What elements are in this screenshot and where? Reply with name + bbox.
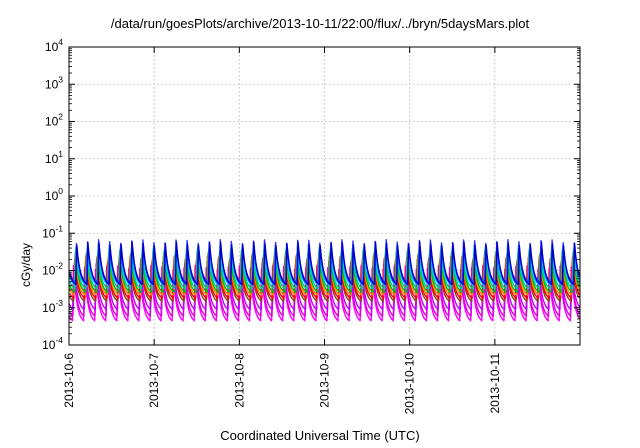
y-tick-base: 10	[42, 226, 56, 240]
y-tick-exponent: -4	[55, 335, 63, 345]
y-tick-label: 102	[45, 112, 63, 129]
y-tick-base: 10	[45, 152, 59, 166]
y-tick-label: 10-3	[42, 298, 63, 315]
y-tick-exponent: 4	[58, 37, 63, 47]
x-tick-label: 2013-10-8	[232, 353, 246, 408]
x-tick-label: 2013-10-9	[318, 353, 332, 408]
y-tick-label: 10-1	[42, 223, 63, 240]
y-tick-base: 10	[42, 338, 56, 352]
y-axis-label: cGy/day	[19, 242, 33, 288]
y-tick-exponent: 0	[58, 186, 63, 196]
y-tick-exponent: -3	[55, 298, 63, 308]
y-tick-label: 100	[45, 186, 63, 203]
y-tick-base: 10	[45, 77, 59, 91]
y-tick-exponent: 3	[58, 74, 63, 84]
y-tick-base: 10	[45, 40, 59, 54]
chart-title: /data/run/goesPlots/archive/2013-10-11/2…	[110, 16, 530, 31]
x-tick-label: 2013-10-7	[147, 353, 161, 408]
y-tick-exponent: -1	[55, 223, 63, 233]
y-tick-base: 10	[42, 264, 56, 278]
y-tick-exponent: 2	[58, 112, 63, 122]
x-axis-label: Coordinated Universal Time (UTC)	[220, 428, 420, 443]
y-tick-label: 103	[45, 74, 63, 91]
x-tick-label: 2013-10-11	[488, 353, 502, 414]
x-tick-label: 2013-10-10	[403, 353, 417, 415]
y-tick-label: 104	[45, 37, 63, 54]
y-tick-base: 10	[42, 301, 56, 315]
y-tick-exponent: -2	[55, 261, 63, 271]
y-tick-exponent: 1	[58, 149, 63, 159]
y-tick-base: 10	[45, 115, 59, 129]
y-tick-label: 10-2	[42, 261, 63, 278]
series-group	[68, 239, 581, 322]
x-tick-label: 2013-10-6	[62, 353, 76, 408]
y-tick-label: 101	[45, 149, 63, 166]
data-series-line	[69, 241, 581, 286]
plot-frame	[68, 46, 581, 346]
axes: 10-410-310-210-11001011021031042013-10-6…	[42, 37, 581, 415]
y-tick-label: 10-4	[42, 335, 63, 352]
y-tick-base: 10	[45, 189, 59, 203]
